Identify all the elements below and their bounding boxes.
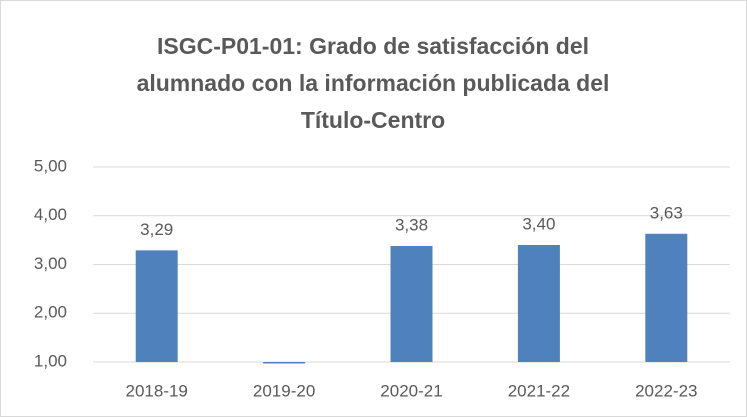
y-tick-label: 4,00 xyxy=(34,205,67,224)
x-tick-label: 2021-22 xyxy=(508,381,570,400)
x-tick-label: 2019-20 xyxy=(253,381,315,400)
chart-title: alumnado con la información publicada de… xyxy=(137,70,610,96)
data-label: 3,40 xyxy=(522,214,555,233)
x-tick-label: 2018-19 xyxy=(126,381,188,400)
bar xyxy=(135,250,178,362)
y-tick-label: 1,00 xyxy=(34,351,67,370)
chart-title: ISGC-P01-01: Grado de satisfacción del xyxy=(157,33,589,59)
data-label: 3,38 xyxy=(395,215,428,234)
y-tick-label: 5,00 xyxy=(34,156,67,175)
x-tick-label: 2020-21 xyxy=(380,381,442,400)
y-tick-label: 3,00 xyxy=(34,254,67,273)
chart-title: Título-Centro xyxy=(301,107,445,133)
bar xyxy=(263,362,306,364)
bar xyxy=(390,245,433,362)
data-label: 3,63 xyxy=(650,203,683,222)
bar xyxy=(517,245,560,362)
y-tick-label: 2,00 xyxy=(34,303,67,322)
x-tick-label: 2022-23 xyxy=(635,381,697,400)
bar xyxy=(645,233,688,362)
data-label: 3,29 xyxy=(140,220,173,239)
